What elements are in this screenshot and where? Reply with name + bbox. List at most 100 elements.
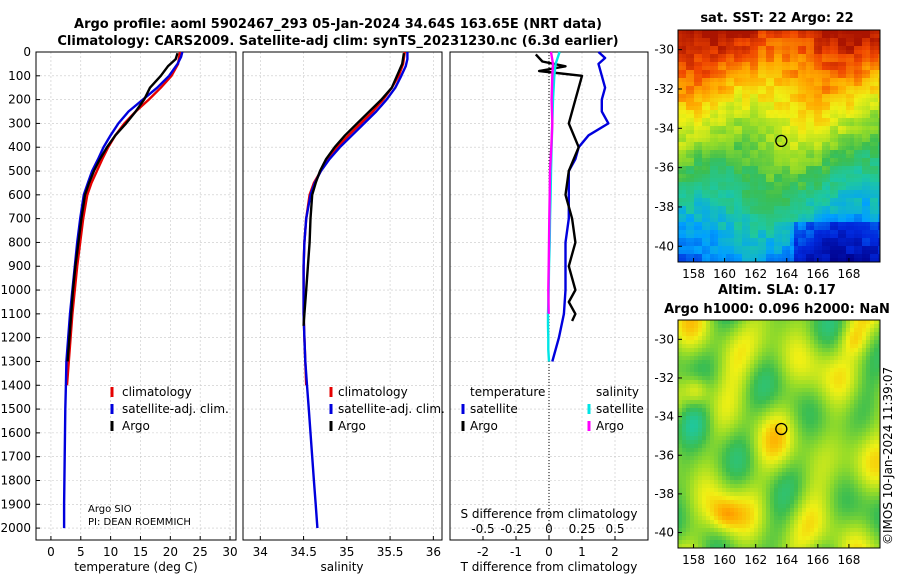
y-tick-label: 1500 <box>0 402 31 416</box>
x-tick-label: 30 <box>222 545 237 559</box>
x2-tick-label: -0.25 <box>500 522 531 536</box>
y-tick-label: 300 <box>8 116 31 130</box>
imos-credit: ©IMOS 10-Jan-2024 11:39:07 <box>881 367 895 545</box>
sst-map-title: sat. SST: 22 Argo: 22 <box>700 11 853 26</box>
series-argo <box>302 53 406 326</box>
x-tick-label: 15 <box>133 545 148 559</box>
x-tick-label: 10 <box>103 545 118 559</box>
map-field <box>678 30 881 263</box>
legend-satellite-text: satellite-adj. clim. <box>122 402 229 416</box>
x-tick-label: 36 <box>426 545 441 559</box>
x-tick-label: 25 <box>193 545 208 559</box>
map-y-tick-label: -40 <box>654 239 674 253</box>
sla-map-panel: 158 160 162 164 166 168 -30 -32 -34 -36 -38 -40 <box>654 319 881 567</box>
y-tick-label: 600 <box>8 188 31 202</box>
series-argo <box>66 52 179 362</box>
x-tick-label: 34 <box>253 545 268 559</box>
legend-s-argo-text: Argo <box>596 419 624 433</box>
series-climatology <box>302 51 406 386</box>
sal-legend-climatology-text: climatology <box>338 385 408 399</box>
temperature-panel: 0 5 10 15 20 25 300100200300400500600700800900… <box>0 45 237 559</box>
temperature-xlabel: temperature (deg C) <box>74 560 197 574</box>
axes-frame <box>242 51 443 541</box>
map-field <box>678 320 881 549</box>
map-x-tick-label: 158 <box>682 553 705 567</box>
axes-frame <box>35 51 237 541</box>
y-tick-label: 500 <box>8 164 31 178</box>
map-x-tick-label: 162 <box>744 267 767 281</box>
y-tick-label: 1600 <box>0 426 31 440</box>
y-tick-label: 1400 <box>0 378 31 392</box>
y-tick-label: 100 <box>8 69 31 83</box>
legend-climatology-text: climatology <box>122 385 192 399</box>
argo-location-marker <box>775 134 788 148</box>
argo-location-marker <box>775 422 788 436</box>
map-x-tick-label: 164 <box>775 267 798 281</box>
x-tick-label: 35 <box>339 545 354 559</box>
map-x-tick-label: 164 <box>775 553 798 567</box>
map-y-tick-label: -32 <box>654 82 674 96</box>
map-x-tick-label: 162 <box>744 553 767 567</box>
x2-tick-label: 0.5 <box>605 522 624 536</box>
map-y-tick-label: -32 <box>654 371 674 385</box>
t-difference-xlabel: T difference from climatology <box>460 560 638 574</box>
series-climatology <box>65 51 182 386</box>
y-tick-label: 700 <box>8 212 31 226</box>
sla-map-title: Altim. SLA: 0.17 <box>718 283 836 298</box>
legend-temperature-title: temperature <box>470 385 545 399</box>
map-y-tick-label: -38 <box>654 200 674 214</box>
x-tick-label: -2 <box>477 545 489 559</box>
y-tick-label: 400 <box>8 140 31 154</box>
y-tick-label: 2000 <box>0 521 31 535</box>
sla-map-subtitle: Argo h1000: 0.096 h2000: NaN <box>664 302 890 317</box>
series-temperature-satellite <box>551 51 610 362</box>
x-tick-label: 0 <box>47 545 55 559</box>
salinity-panel: 34 34.5 35 35.5 36 <box>242 51 443 559</box>
map-y-tick-label: -36 <box>654 448 674 462</box>
y-tick-label: 1100 <box>0 307 31 321</box>
difference-panel: -2 -1 0 1 2 -0.5 -0.25 0 0.25 0.5 <box>449 51 649 559</box>
s-difference-xlabel: S difference from climatology <box>461 507 638 521</box>
x2-tick-label: 0 <box>545 522 553 536</box>
map-y-tick-label: -30 <box>654 332 674 346</box>
x-tick-label: -1 <box>510 545 522 559</box>
y-tick-label: 1000 <box>0 283 31 297</box>
map-y-tick-label: -34 <box>654 121 674 135</box>
y-tick-label: 1900 <box>0 497 31 511</box>
y-tick-label: 1200 <box>0 331 31 345</box>
map-y-tick-label: -36 <box>654 161 674 175</box>
y-tick-label: 1800 <box>0 473 31 487</box>
y-tick-label: 900 <box>8 259 31 273</box>
map-y-tick-label: -30 <box>654 43 674 57</box>
x-tick-label: 2 <box>611 545 619 559</box>
y-tick-label: 200 <box>8 93 31 107</box>
salinity-xlabel: salinity <box>320 560 363 574</box>
figure-title-line1: Argo profile: aoml 5902467_293 05-Jan-20… <box>74 17 602 32</box>
legend-t-satellite-text: satellite <box>470 402 518 416</box>
sst-map-panel: 158 160 162 164 166 168 -30 -32 -34 -36 -38 -40 <box>654 29 881 281</box>
sal-legend-satellite-text: satellite-adj. clim. <box>338 402 445 416</box>
figure-title-line2: Climatology: CARS2009. Satellite-adj cli… <box>57 34 618 49</box>
x-tick-label: 1 <box>578 545 586 559</box>
map-x-tick-label: 168 <box>837 553 860 567</box>
map-x-tick-label: 166 <box>806 553 829 567</box>
x2-tick-label: 0.25 <box>569 522 596 536</box>
legend-salinity-title: salinity <box>596 385 639 399</box>
map-x-tick-label: 160 <box>713 267 736 281</box>
map-y-tick-label: -38 <box>654 487 674 501</box>
map-frame <box>677 29 881 263</box>
map-x-tick-label: 158 <box>682 267 705 281</box>
map-frame <box>677 319 881 549</box>
sal-legend-argo-text: Argo <box>338 419 366 433</box>
x-tick-label: 35.5 <box>377 545 404 559</box>
x-tick-label: 34.5 <box>290 545 317 559</box>
legend-t-argo-text: Argo <box>470 419 498 433</box>
map-y-tick-label: -34 <box>654 410 674 424</box>
x-tick-label: 5 <box>77 545 85 559</box>
y-tick-label: 1700 <box>0 450 31 464</box>
map-x-tick-label: 166 <box>806 267 829 281</box>
argo-institution-label: Argo SIO <box>88 504 132 515</box>
y-tick-label: 0 <box>23 45 31 59</box>
map-x-tick-label: 160 <box>713 553 736 567</box>
